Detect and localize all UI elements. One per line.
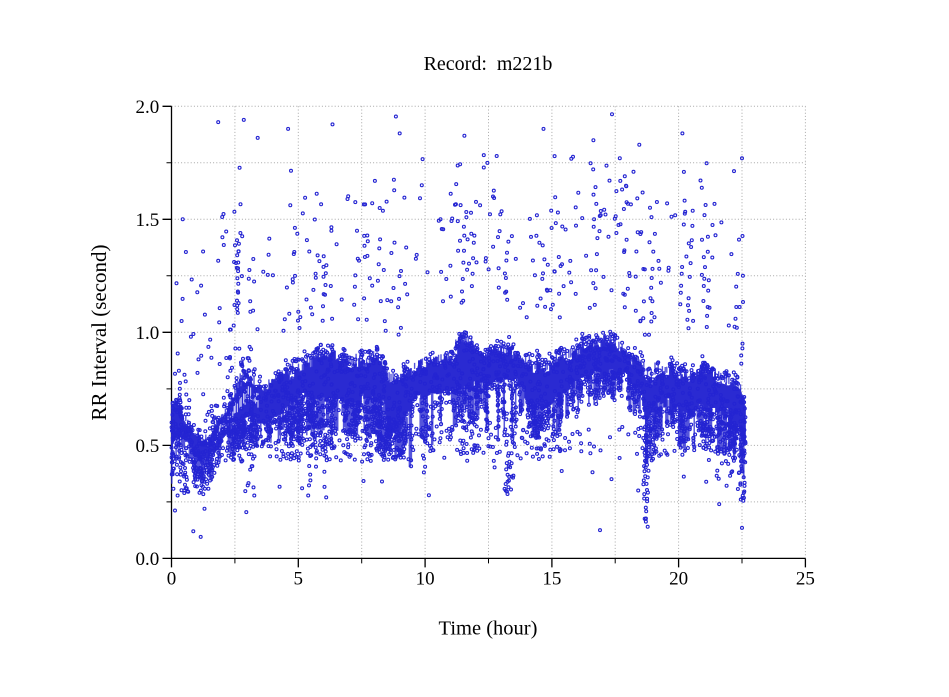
svg-text:15: 15 bbox=[542, 569, 561, 590]
svg-text:0.0: 0.0 bbox=[136, 549, 160, 570]
svg-text:25: 25 bbox=[796, 569, 815, 590]
svg-text:Time (hour): Time (hour) bbox=[439, 618, 538, 640]
svg-text:Record: m221b: Record: m221b bbox=[424, 53, 553, 75]
svg-text:RR Interval (second): RR Interval (second) bbox=[87, 244, 111, 420]
svg-text:0.5: 0.5 bbox=[136, 436, 160, 457]
svg-text:20: 20 bbox=[669, 569, 688, 590]
svg-text:0: 0 bbox=[167, 569, 177, 590]
svg-text:5: 5 bbox=[294, 569, 304, 590]
svg-text:1.0: 1.0 bbox=[136, 323, 160, 344]
svg-text:1.5: 1.5 bbox=[136, 210, 160, 231]
svg-text:10: 10 bbox=[416, 569, 435, 590]
svg-text:2.0: 2.0 bbox=[136, 97, 160, 118]
